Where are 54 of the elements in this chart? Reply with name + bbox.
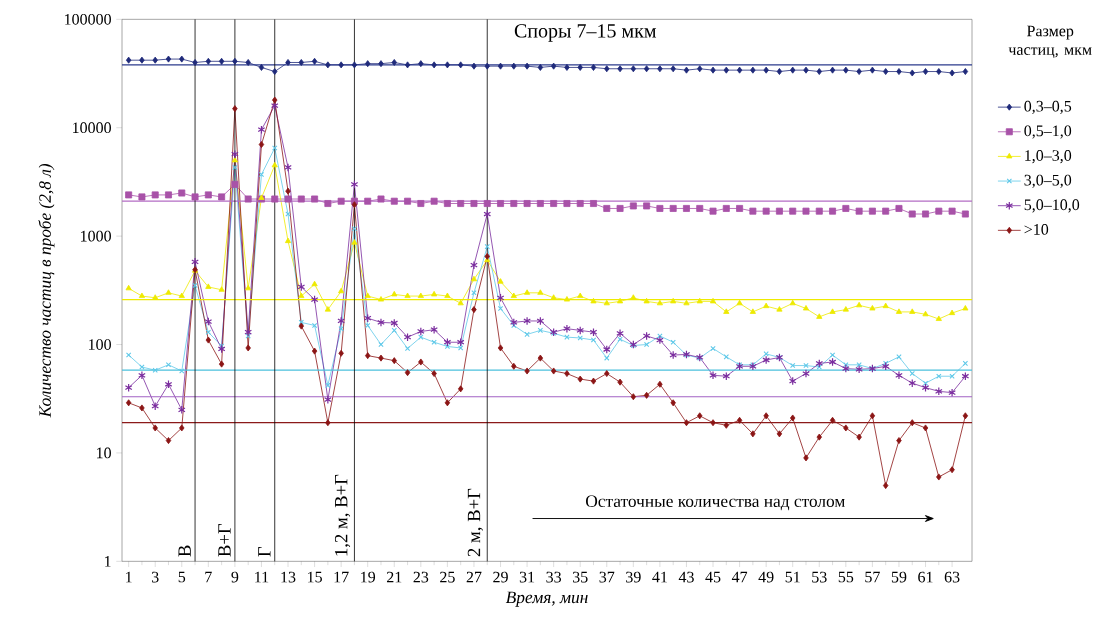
legend-label: 3,0–5,0 xyxy=(1024,174,1072,188)
annotation: Остаточные количества над столом xyxy=(586,495,845,511)
x-tick-label: 19 xyxy=(361,571,376,583)
x-tick-label: 17 xyxy=(334,571,349,583)
legend-title: Размер частиц, мкм xyxy=(1008,25,1092,58)
x-tick-label: 13 xyxy=(281,571,296,583)
x-tick-label: 33 xyxy=(546,571,562,583)
x-tick-label: 31 xyxy=(519,571,535,583)
y-axis-title: Количество частиц в пробе (2,8 л) xyxy=(38,163,55,418)
x-tick-label: 59 xyxy=(891,571,907,583)
ref-line-label: В+Г xyxy=(218,523,231,557)
legend-label: 1,0–3,0 xyxy=(1025,150,1072,164)
x-tick-label: 11 xyxy=(255,571,269,583)
x-tick-label: 25 xyxy=(440,571,455,583)
x-tick-label: 61 xyxy=(918,571,933,583)
x-tick-label: 49 xyxy=(758,571,774,583)
x-tick-label: 45 xyxy=(705,571,721,583)
legend-label: 0,5–1,0 xyxy=(1024,125,1072,139)
x-tick-label: 51 xyxy=(785,571,800,583)
x-tick-label: 57 xyxy=(865,571,880,583)
x-tick-label: 55 xyxy=(838,571,854,583)
x-tick-label: 37 xyxy=(599,571,615,583)
x-tick-label: 9 xyxy=(231,571,239,583)
x-tick-label: 43 xyxy=(678,571,694,583)
y-tick-label: 10000 xyxy=(73,122,111,134)
legend-label: 5,0–10,0 xyxy=(1024,199,1080,213)
legend-label: >10 xyxy=(1024,224,1049,235)
x-tick-label: 21 xyxy=(386,571,402,583)
x-tick-label: 53 xyxy=(812,571,827,583)
x-tick-label: 39 xyxy=(626,571,641,583)
ref-line-label: Г xyxy=(258,546,271,557)
x-tick-label: 29 xyxy=(493,571,508,583)
x-tick-label: 5 xyxy=(178,571,186,583)
x-tick-label: 35 xyxy=(572,571,588,583)
y-tick-label: 1 xyxy=(105,556,111,567)
x-tick-label: 27 xyxy=(466,571,482,583)
x-tick-label: 23 xyxy=(413,571,429,583)
y-tick-label: 1000 xyxy=(81,230,111,242)
x-tick-label: 63 xyxy=(944,571,960,583)
chart-title: Споры 7–15 мкм xyxy=(514,24,657,42)
legend-label: 0,3–0,5 xyxy=(1024,100,1072,114)
x-tick-label: 47 xyxy=(731,571,748,583)
y-tick-label: 100000 xyxy=(65,13,111,25)
x-tick-label: 15 xyxy=(307,571,322,583)
y-tick-label: 100 xyxy=(89,339,111,350)
y-tick-label: 10 xyxy=(97,447,111,459)
x-tick-label: 41 xyxy=(652,571,667,583)
x-axis-title: Время, мин xyxy=(505,591,588,607)
ref-line-label: 1,2 м, В+Г xyxy=(334,474,351,556)
ref-line-label: В xyxy=(178,545,191,557)
x-tick-label: 3 xyxy=(151,571,159,583)
x-tick-label: 1 xyxy=(126,571,132,583)
ref-line-label: 2 м, В+Г xyxy=(467,488,483,557)
x-tick-label: 7 xyxy=(205,571,212,583)
